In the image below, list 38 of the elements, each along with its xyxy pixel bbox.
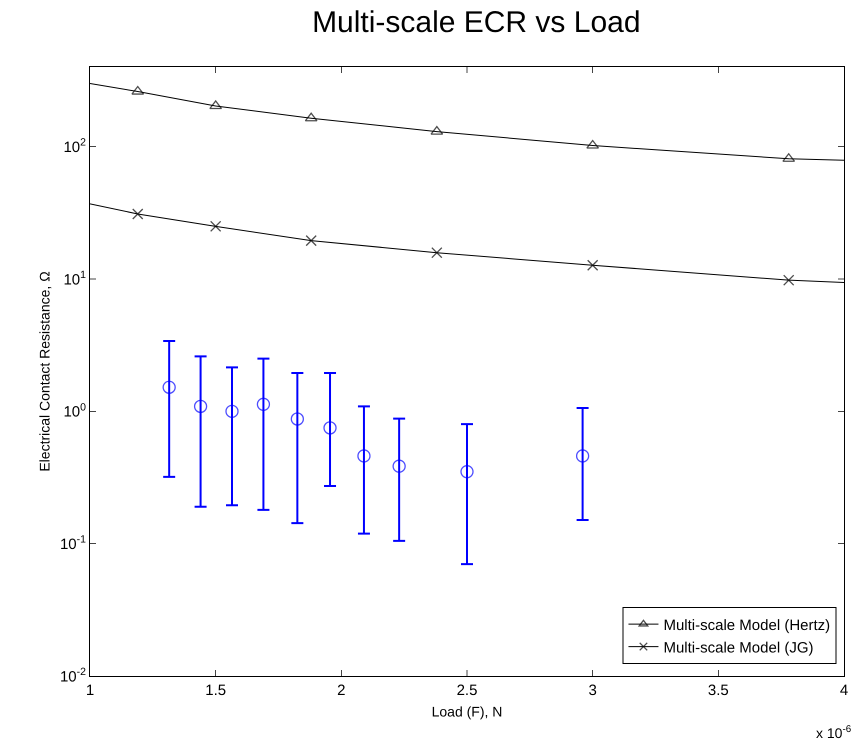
x-tick-label: 3 [588, 682, 597, 699]
point [431, 247, 442, 258]
x-tick-label: 1 [86, 682, 94, 699]
y-tick-label: 10$^{-2}$ [60, 666, 86, 686]
chart-title: Multi-scale ECR vs Load [312, 6, 641, 40]
point [194, 400, 208, 414]
point [323, 421, 337, 435]
x-tick-label: 3.5 [708, 682, 729, 699]
x-axis-title: Load (F), N [432, 703, 502, 720]
point [209, 100, 222, 110]
point [392, 460, 406, 473]
point [306, 234, 317, 246]
point [290, 412, 304, 426]
point [162, 380, 176, 394]
point [210, 220, 222, 232]
y-tick-label: 10$^{2}$ [63, 136, 86, 156]
point [586, 140, 600, 149]
y-tick-label: 10$^{0}$ [63, 401, 86, 421]
y-axis-title: Electrical Contact Resistance, Ω [36, 271, 53, 472]
legend-label: Multi-scale Model (JG) [663, 639, 814, 656]
point [783, 274, 794, 286]
x-tick-label: 1.5 [205, 682, 226, 699]
legend-label: Multi-scale Model (Hertz) [663, 616, 830, 634]
text: x 10$^{-6}$ [816, 724, 852, 741]
x-tick-label: 4 [840, 682, 848, 699]
point [460, 465, 474, 478]
point [256, 398, 270, 411]
point [225, 404, 239, 418]
point [576, 449, 590, 463]
y-tick-label: 10$^{1}$ [63, 268, 86, 288]
point [587, 260, 598, 271]
x-tick-label: 2 [337, 682, 346, 699]
x-tick-label: 2.5 [456, 682, 478, 699]
point [430, 126, 444, 135]
point [131, 86, 144, 95]
point [132, 208, 144, 220]
y-tick-label: 10$^{-1}$ [60, 534, 86, 553]
point [357, 449, 371, 463]
